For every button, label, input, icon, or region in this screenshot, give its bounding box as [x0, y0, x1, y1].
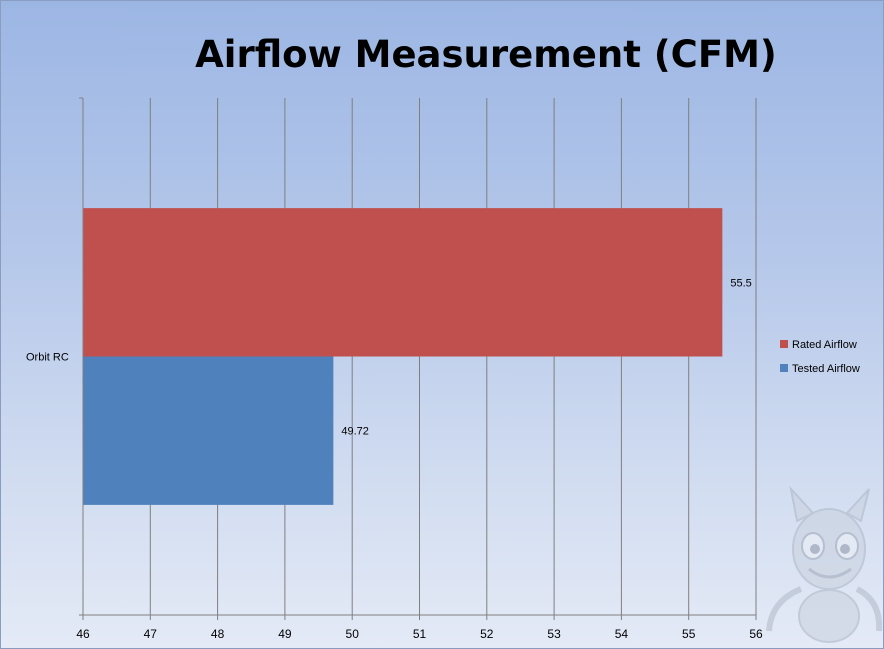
legend-swatch	[780, 340, 788, 348]
legend: Rated Airflow Tested Airflow	[780, 339, 860, 375]
bars	[83, 208, 723, 505]
x-tick-label: 55	[682, 627, 696, 641]
data-label: 49.72	[341, 426, 369, 438]
x-tick-label: 51	[413, 627, 427, 641]
x-tick-label: 46	[76, 627, 90, 641]
bar-rated-airflow	[83, 208, 723, 357]
x-tick-label: 52	[480, 627, 494, 641]
bar-tested-airflow	[83, 356, 334, 505]
x-tick-label: 53	[547, 627, 561, 641]
x-tick-label: 56	[749, 627, 763, 641]
labels: 46 47 48 49 50 51 52 53 54 55 56 Orbit RC 55.5 49.72	[26, 277, 763, 641]
legend-swatch	[780, 364, 788, 372]
legend-entry: Tested Airflow	[792, 363, 860, 375]
mascot-watermark-icon	[766, 485, 883, 643]
x-tick-label: 48	[211, 627, 225, 641]
x-tick-label: 47	[144, 627, 158, 641]
data-label: 55.5	[730, 277, 751, 289]
axes	[79, 97, 757, 620]
category-label: Orbit RC	[26, 352, 69, 364]
legend-entry: Rated Airflow	[792, 339, 857, 351]
x-tick-label: 54	[615, 627, 629, 641]
x-tick-label: 50	[346, 627, 360, 641]
x-tick-label: 49	[278, 627, 292, 641]
chart-title: Airflow Measurement (CFM)	[195, 33, 777, 76]
